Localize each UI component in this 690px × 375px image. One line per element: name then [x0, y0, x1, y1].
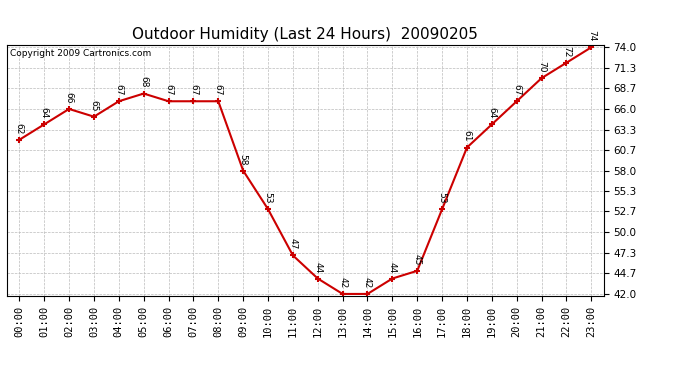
Text: 67: 67 [164, 84, 173, 96]
Text: 44: 44 [388, 262, 397, 273]
Title: Outdoor Humidity (Last 24 Hours)  20090205: Outdoor Humidity (Last 24 Hours) 2009020… [132, 27, 478, 42]
Text: 66: 66 [65, 92, 74, 104]
Text: 58: 58 [239, 154, 248, 165]
Text: 42: 42 [338, 277, 347, 288]
Text: 62: 62 [14, 123, 24, 134]
Text: 42: 42 [363, 277, 372, 288]
Text: 67: 67 [214, 84, 223, 96]
Text: 74: 74 [586, 30, 596, 42]
Text: 47: 47 [288, 238, 297, 250]
Text: 68: 68 [139, 76, 148, 88]
Text: 65: 65 [90, 100, 99, 111]
Text: 72: 72 [562, 46, 571, 57]
Text: 64: 64 [40, 108, 49, 119]
Text: 67: 67 [189, 84, 198, 96]
Text: 67: 67 [512, 84, 521, 96]
Text: 45: 45 [413, 254, 422, 265]
Text: Copyright 2009 Cartronics.com: Copyright 2009 Cartronics.com [10, 49, 151, 58]
Text: 70: 70 [537, 61, 546, 73]
Text: 53: 53 [437, 192, 446, 204]
Text: 61: 61 [462, 130, 471, 142]
Text: 44: 44 [313, 262, 322, 273]
Text: 67: 67 [115, 84, 124, 96]
Text: 64: 64 [487, 108, 496, 119]
Text: 53: 53 [264, 192, 273, 204]
